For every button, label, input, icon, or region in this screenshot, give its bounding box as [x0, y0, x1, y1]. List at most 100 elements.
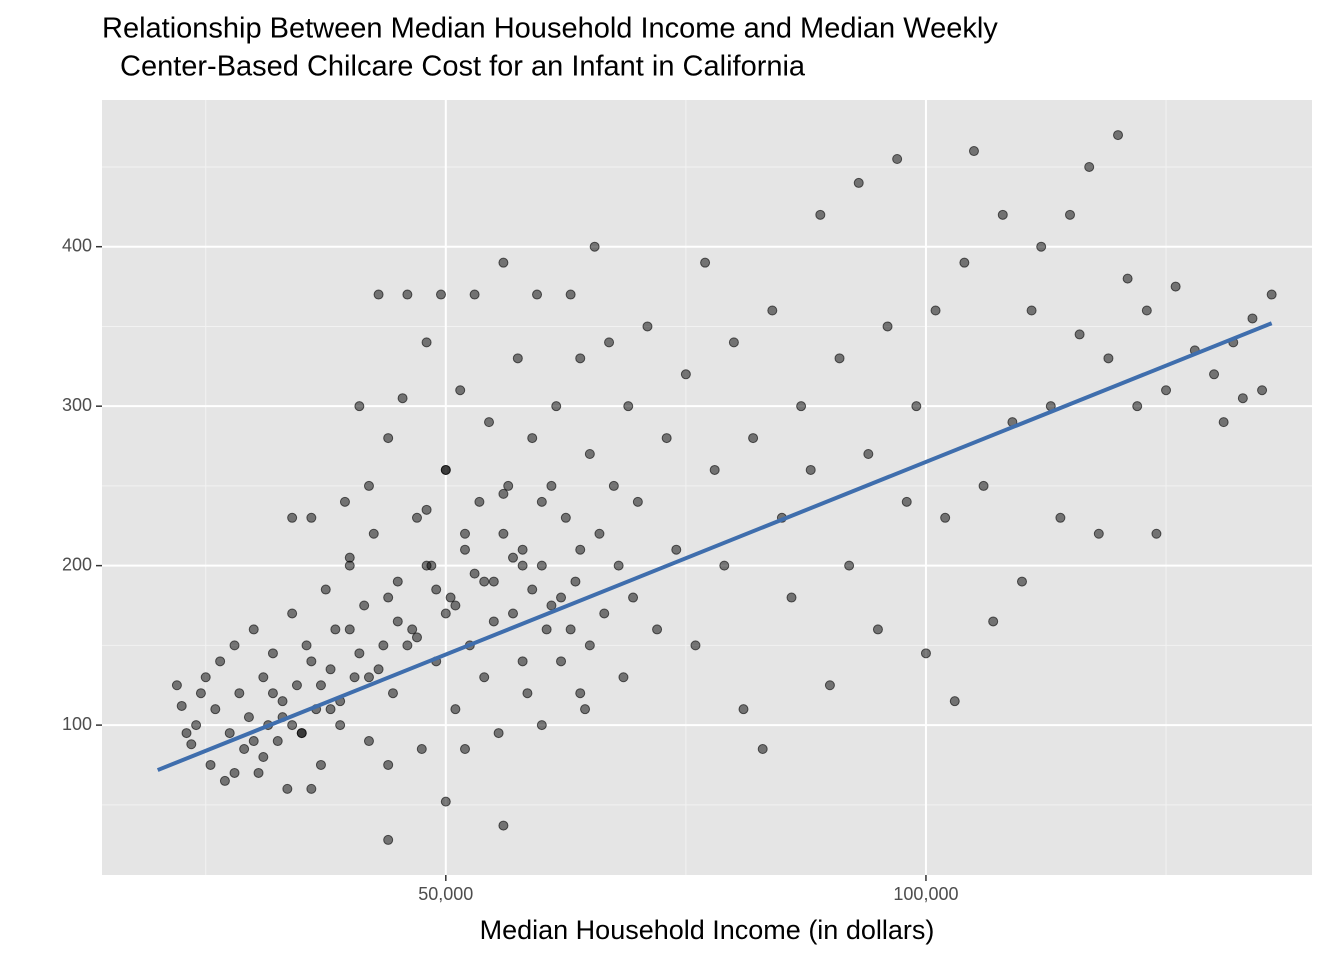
point	[421, 560, 432, 571]
point	[1266, 289, 1277, 300]
point	[1065, 209, 1075, 220]
point	[844, 560, 855, 571]
point	[580, 704, 591, 715]
point	[171, 680, 182, 691]
point	[532, 289, 543, 300]
point	[882, 321, 893, 332]
point	[488, 576, 499, 587]
point	[330, 624, 341, 635]
point	[378, 640, 389, 651]
point	[258, 672, 269, 683]
point	[243, 712, 254, 723]
point	[517, 560, 528, 571]
point	[335, 720, 346, 731]
point	[546, 480, 557, 491]
point	[205, 759, 216, 770]
point	[455, 385, 466, 396]
point	[296, 728, 307, 739]
point	[1036, 241, 1047, 252]
point	[872, 624, 883, 635]
point	[632, 496, 643, 507]
point	[599, 608, 610, 619]
point	[306, 512, 317, 523]
point	[1016, 576, 1027, 587]
point	[320, 584, 331, 595]
point	[440, 796, 451, 807]
point	[575, 688, 586, 699]
point	[421, 337, 432, 348]
point	[1122, 273, 1133, 284]
point	[435, 289, 446, 300]
point	[416, 744, 427, 755]
point	[824, 680, 835, 691]
point	[248, 624, 259, 635]
point	[287, 512, 298, 523]
point	[383, 433, 394, 444]
x-tick-label: 100,000	[893, 884, 958, 904]
point	[757, 744, 768, 755]
point	[460, 544, 470, 555]
point	[484, 417, 495, 428]
point	[282, 783, 293, 794]
point	[306, 656, 317, 667]
y-tick-label: 100	[62, 714, 92, 734]
point	[728, 337, 739, 348]
point	[306, 783, 317, 794]
point	[488, 616, 499, 627]
point	[407, 624, 418, 635]
point	[786, 592, 797, 603]
point	[392, 576, 403, 587]
point	[450, 704, 461, 715]
point	[968, 146, 979, 157]
point	[508, 552, 519, 563]
chart-title: Center-Based Chilcare Cost for an Infant…	[120, 51, 806, 83]
point	[911, 401, 922, 412]
chart-title: Relationship Between Median Household In…	[102, 13, 998, 45]
point	[680, 369, 691, 380]
point	[608, 480, 619, 491]
point	[200, 672, 211, 683]
point	[767, 305, 778, 316]
point	[623, 401, 634, 412]
trend-line	[156, 321, 1273, 772]
point	[440, 608, 451, 619]
point	[479, 672, 490, 683]
point	[373, 664, 384, 675]
point	[383, 759, 394, 770]
point	[363, 480, 374, 491]
point	[546, 600, 557, 611]
point	[949, 696, 960, 707]
point	[709, 464, 720, 475]
point	[368, 528, 379, 539]
point	[287, 720, 298, 731]
point	[325, 704, 336, 715]
point	[978, 480, 989, 491]
point	[628, 592, 639, 603]
point	[940, 512, 951, 523]
point	[805, 464, 816, 475]
point	[493, 728, 504, 739]
point	[359, 600, 370, 611]
point	[560, 512, 571, 523]
point	[512, 353, 523, 364]
point	[1247, 313, 1258, 324]
point	[517, 656, 528, 667]
point	[181, 728, 192, 739]
point	[748, 433, 759, 444]
point	[853, 177, 864, 188]
point	[387, 688, 398, 699]
point	[671, 544, 682, 555]
point	[997, 209, 1008, 220]
point	[959, 257, 970, 268]
point	[397, 393, 408, 404]
point	[469, 568, 480, 579]
y-tick-label: 300	[62, 395, 92, 415]
point	[594, 528, 605, 539]
point	[277, 696, 288, 707]
point	[508, 608, 519, 619]
point	[527, 433, 538, 444]
point	[1055, 512, 1066, 523]
point	[373, 289, 384, 300]
point	[248, 736, 259, 747]
